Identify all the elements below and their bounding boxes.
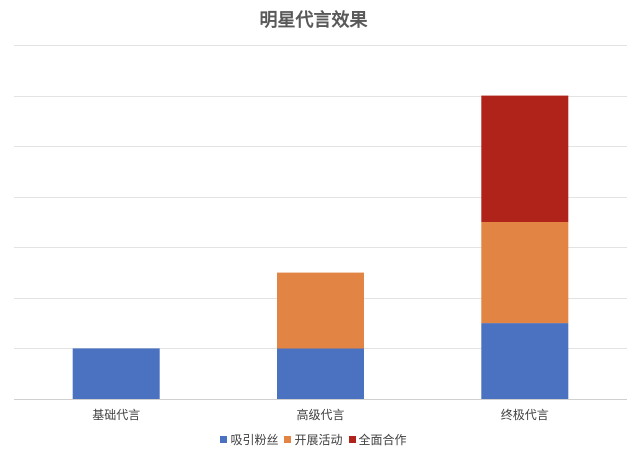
x-axis-labels: 基础代言 高级代言 终极代言 — [92, 407, 549, 422]
bar-segment — [481, 222, 569, 324]
bar-segment — [481, 95, 569, 222]
chart-title: 明星代言效果 — [259, 10, 368, 31]
x-tick-label: 基础代言 — [92, 408, 140, 422]
legend: 吸引粉丝 开展活动 全面合作 — [0, 431, 627, 448]
legend-swatch — [220, 436, 228, 443]
legend-swatch — [348, 436, 356, 443]
legend-label: 吸引粉丝 — [230, 433, 279, 447]
legend-label: 全面合作 — [358, 433, 407, 447]
legend-swatch — [284, 436, 292, 443]
legend-label: 开展活动 — [294, 433, 343, 447]
bar-segment — [481, 323, 569, 399]
x-tick-label: 终极代言 — [501, 407, 549, 422]
legend-item: 开展活动 — [284, 431, 343, 448]
bars — [72, 95, 569, 399]
legend-item: 吸引粉丝 — [220, 431, 278, 448]
bar-segment — [277, 272, 364, 349]
x-tick-label: 高级代言 — [296, 407, 344, 422]
bar-segment — [72, 348, 160, 399]
bar-segment — [277, 348, 364, 399]
legend-item: 全面合作 — [348, 431, 407, 448]
